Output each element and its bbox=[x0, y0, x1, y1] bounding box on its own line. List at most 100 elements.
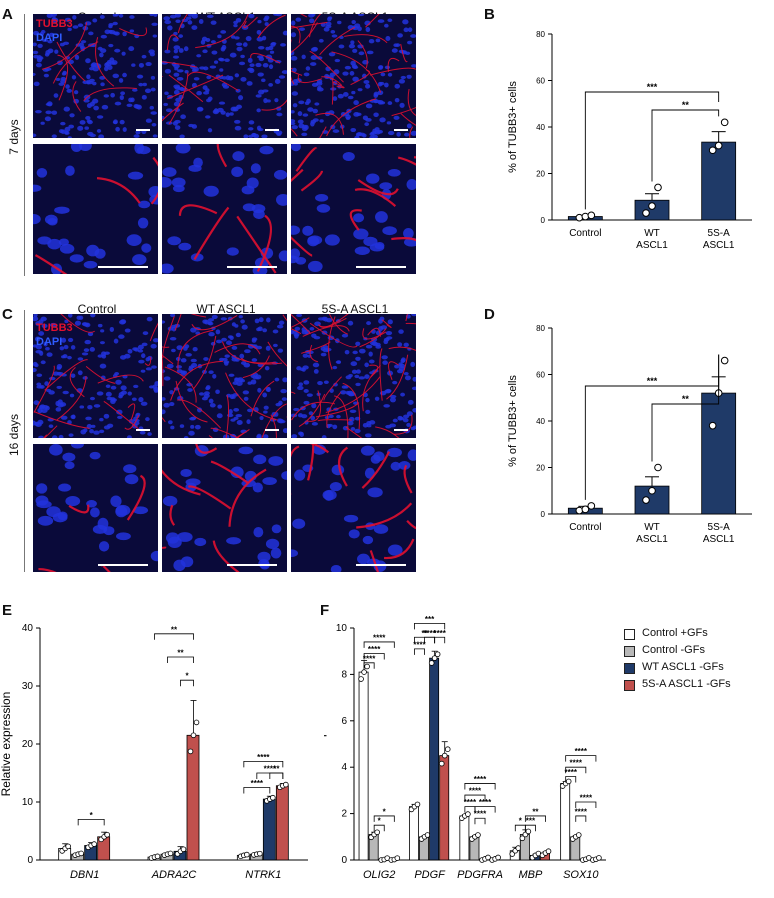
data-point bbox=[575, 832, 582, 838]
y-tick-label: 30 bbox=[22, 681, 34, 692]
data-point bbox=[465, 811, 471, 817]
y-tick-label: 60 bbox=[536, 77, 545, 86]
data-point bbox=[714, 141, 723, 150]
legend-label: Control -GFs bbox=[642, 644, 705, 656]
significance-bracket bbox=[565, 766, 587, 774]
significance-bracket bbox=[514, 824, 526, 832]
significance-label: **** bbox=[264, 765, 277, 774]
gene-label: PDGFRA bbox=[457, 869, 503, 881]
significance-label: ** bbox=[682, 394, 690, 404]
significance-label: **** bbox=[474, 810, 487, 819]
data-point bbox=[283, 781, 289, 788]
panel-letter-b: B bbox=[484, 6, 495, 23]
data-point bbox=[257, 850, 263, 857]
micrograph-c-overview-2 bbox=[291, 314, 416, 438]
significance-bracket bbox=[584, 91, 720, 210]
y-tick-label: 40 bbox=[536, 417, 545, 426]
significance-bracket bbox=[424, 636, 436, 644]
data-point bbox=[648, 202, 656, 210]
y-tick-label: 8 bbox=[341, 669, 347, 680]
legend-swatch bbox=[624, 646, 635, 657]
significance-bracket bbox=[363, 641, 395, 648]
micrograph-c-overview-0 bbox=[33, 314, 158, 438]
data-point bbox=[475, 832, 481, 838]
significance-bracket bbox=[243, 761, 284, 768]
x-tick-label: WT bbox=[644, 228, 660, 239]
significance-bracket bbox=[414, 622, 446, 630]
legend-label: Control +GFs bbox=[642, 627, 708, 639]
significance-label: *** bbox=[425, 615, 435, 624]
significance-label: **** bbox=[580, 794, 593, 803]
y-tick-label: 60 bbox=[536, 371, 545, 380]
data-point bbox=[708, 421, 717, 430]
significance-label: * bbox=[185, 672, 189, 681]
y-tick-label: 0 bbox=[541, 510, 546, 519]
y-tick-label: 20 bbox=[22, 739, 34, 750]
significance-bracket bbox=[243, 787, 271, 794]
data-point bbox=[444, 746, 451, 752]
bar bbox=[429, 657, 440, 861]
micrograph-a-overview-1 bbox=[162, 14, 287, 138]
stain-label-dapi-a: DAPI bbox=[36, 32, 63, 44]
data-point bbox=[374, 829, 380, 836]
data-point bbox=[642, 209, 650, 217]
significance-label: **** bbox=[575, 747, 588, 756]
panel-letter-c: C bbox=[2, 306, 13, 323]
micrograph-a-zoom-0 bbox=[33, 144, 158, 274]
x-tick-label: Control bbox=[569, 522, 601, 533]
significance-label: **** bbox=[251, 779, 264, 788]
gene-label: OLIG2 bbox=[363, 869, 395, 881]
micrograph-a-zoom-1 bbox=[162, 144, 287, 274]
panel-c-divider bbox=[24, 310, 25, 572]
data-point bbox=[545, 848, 552, 855]
legend-swatch bbox=[624, 629, 635, 640]
bar bbox=[262, 798, 276, 861]
stain-label-dapi-c: DAPI bbox=[36, 336, 63, 348]
y-tick-label: 0 bbox=[541, 216, 546, 225]
significance-bracket bbox=[524, 815, 546, 822]
micrograph-a-overview-0 bbox=[33, 14, 158, 138]
data-point bbox=[414, 801, 421, 808]
significance-bracket bbox=[565, 776, 577, 783]
chart-f: 0 2 4 6 8 10 Relative expression OLIG2 PDGF PDGFR… bbox=[324, 615, 606, 881]
panel-a-divider bbox=[24, 14, 25, 276]
side-label-7-days: 7 days bbox=[7, 119, 21, 155]
y-tick-label: 0 bbox=[341, 855, 347, 866]
data-point bbox=[270, 794, 276, 801]
data-point bbox=[642, 496, 650, 504]
significance-bracket bbox=[651, 109, 720, 182]
significance-label: **** bbox=[423, 629, 436, 638]
x-tick-label: 5S-A bbox=[708, 228, 731, 239]
data-point bbox=[587, 211, 596, 220]
data-point bbox=[565, 778, 572, 785]
significance-bracket bbox=[414, 648, 425, 655]
data-point bbox=[91, 841, 97, 847]
significance-label: **** bbox=[464, 798, 477, 807]
data-point bbox=[654, 183, 662, 192]
legend-swatch bbox=[624, 663, 635, 674]
y-tick-label: 0 bbox=[27, 855, 33, 866]
side-label-16-days: 16 days bbox=[7, 413, 21, 457]
significance-bracket bbox=[180, 679, 194, 687]
data-point bbox=[187, 748, 194, 755]
significance-label: *** bbox=[647, 376, 658, 386]
micrograph-c-zoom-1 bbox=[162, 444, 287, 572]
legend-swatch bbox=[624, 680, 635, 691]
x-tick-label: ASCL1 bbox=[636, 534, 668, 545]
y-tick-label: 20 bbox=[536, 170, 545, 179]
data-point bbox=[575, 506, 584, 515]
data-point bbox=[364, 663, 370, 670]
col-head-5sa-c: 5S-A ASCL1 bbox=[321, 302, 389, 316]
data-point bbox=[708, 146, 717, 155]
significance-bracket bbox=[524, 824, 536, 832]
y-axis-label: % of TUBB3+ cells bbox=[507, 375, 519, 467]
data-point bbox=[190, 732, 197, 739]
significance-bracket bbox=[464, 783, 496, 790]
gene-label: MBP bbox=[518, 869, 543, 881]
x-tick-label: Control bbox=[569, 228, 601, 239]
bar bbox=[275, 785, 289, 861]
data-point bbox=[519, 835, 526, 842]
legend-label: 5S-A ASCL1 -GFs bbox=[642, 678, 731, 690]
significance-label: ** bbox=[171, 625, 178, 634]
